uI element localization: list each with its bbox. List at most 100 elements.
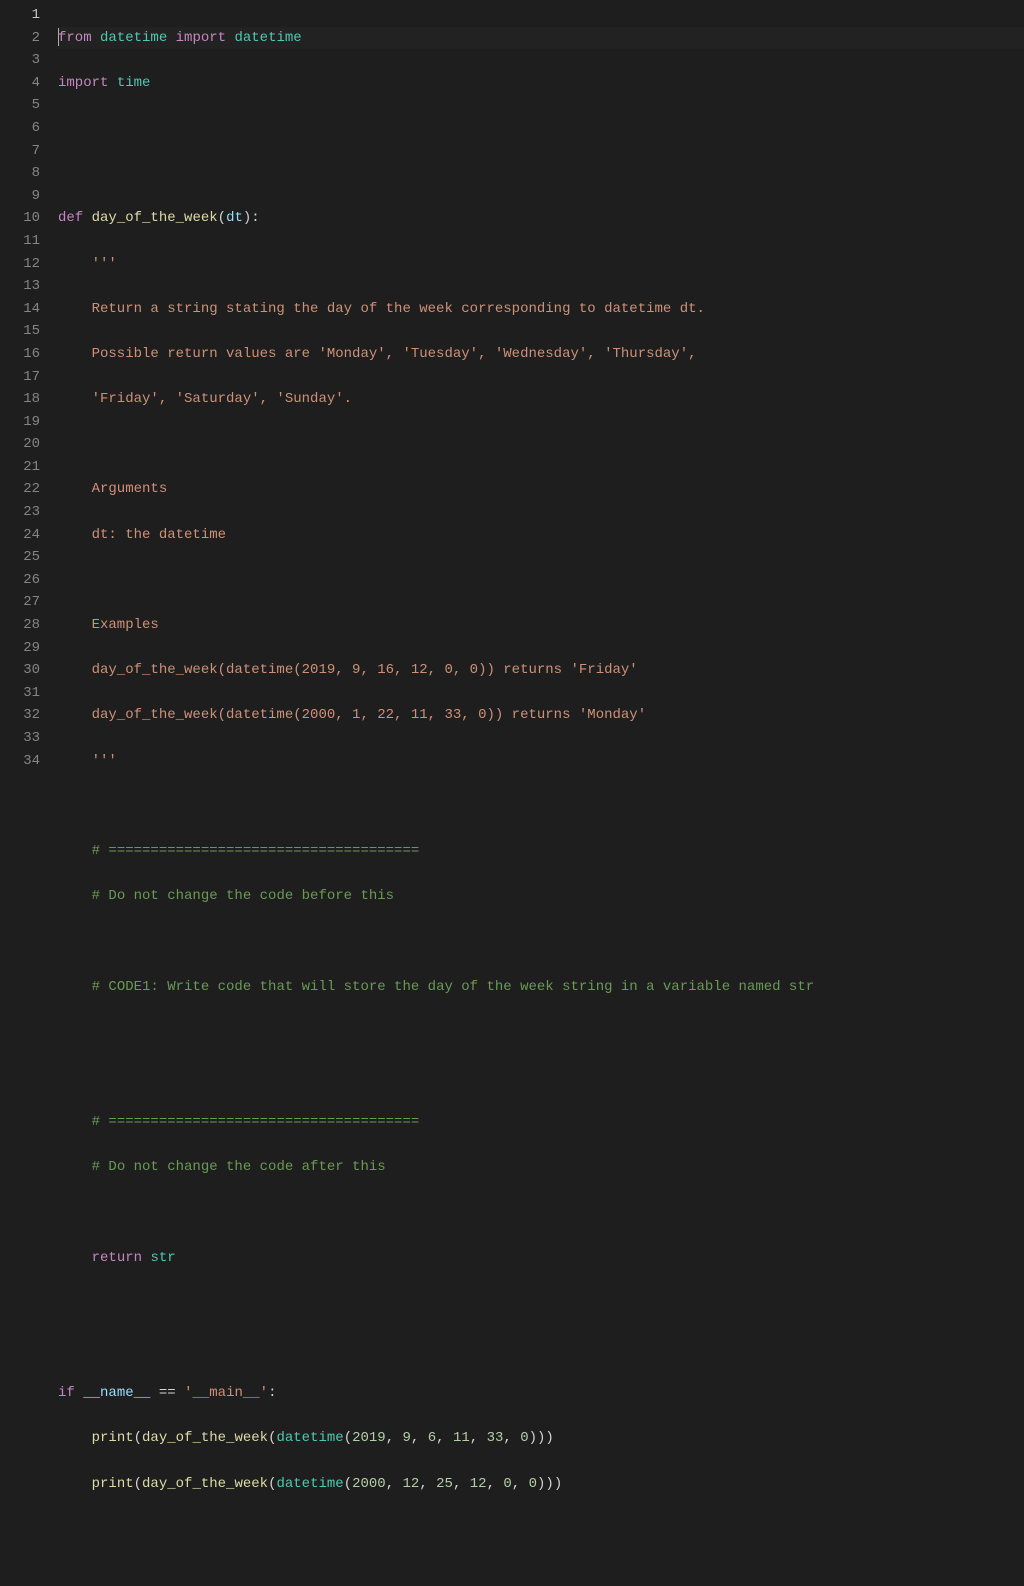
line-number: 20 bbox=[0, 433, 40, 456]
line-number: 16 bbox=[0, 343, 40, 366]
line-number: 13 bbox=[0, 275, 40, 298]
code-line[interactable] bbox=[58, 930, 1024, 953]
line-number: 32 bbox=[0, 704, 40, 727]
line-number: 21 bbox=[0, 456, 40, 479]
code-line[interactable]: day_of_the_week(datetime(2000, 1, 22, 11… bbox=[58, 704, 1024, 727]
module-token: datetime bbox=[100, 30, 167, 46]
keyword-token: def bbox=[58, 210, 83, 226]
function-token: day_of_the_week bbox=[92, 210, 218, 226]
class-token: datetime bbox=[234, 30, 301, 46]
number-token: 0 bbox=[520, 1430, 528, 1446]
line-number: 1 bbox=[0, 4, 40, 27]
class-token: datetime bbox=[276, 1430, 343, 1446]
line-number: 4 bbox=[0, 72, 40, 95]
code-line[interactable] bbox=[58, 117, 1024, 140]
line-number: 18 bbox=[0, 388, 40, 411]
comment-token: # ===================================== bbox=[92, 1114, 420, 1130]
code-line[interactable]: Examples bbox=[58, 614, 1024, 637]
line-number: 26 bbox=[0, 569, 40, 592]
code-line[interactable] bbox=[58, 1066, 1024, 1089]
code-line[interactable]: Return a string stating the day of the w… bbox=[58, 298, 1024, 321]
line-number: 23 bbox=[0, 501, 40, 524]
builtin-token: str bbox=[150, 1250, 175, 1266]
comment-token: # ===================================== bbox=[92, 843, 420, 859]
string-token: '__main__' bbox=[184, 1385, 268, 1401]
code-line[interactable] bbox=[58, 1518, 1024, 1541]
code-line[interactable]: # ===================================== bbox=[58, 840, 1024, 863]
code-line[interactable] bbox=[58, 1337, 1024, 1360]
line-number: 10 bbox=[0, 207, 40, 230]
line-number: 19 bbox=[0, 411, 40, 434]
code-line[interactable]: 'Friday', 'Saturday', 'Sunday'. bbox=[58, 388, 1024, 411]
code-line[interactable]: # CODE1: Write code that will store the … bbox=[58, 976, 1024, 999]
module-token: time bbox=[117, 75, 151, 91]
code-line[interactable]: ''' bbox=[58, 750, 1024, 773]
line-number: 27 bbox=[0, 591, 40, 614]
function-token: day_of_the_week bbox=[142, 1476, 268, 1492]
code-line[interactable] bbox=[58, 569, 1024, 592]
line-number: 9 bbox=[0, 185, 40, 208]
code-line[interactable]: # Do not change the code before this bbox=[58, 885, 1024, 908]
code-line[interactable]: # ===================================== bbox=[58, 1111, 1024, 1134]
docstring-token: Examples bbox=[58, 617, 159, 633]
number-token: 9 bbox=[403, 1430, 411, 1446]
number-token: 25 bbox=[436, 1476, 453, 1492]
number-token: 6 bbox=[428, 1430, 436, 1446]
docstring-token: Arguments bbox=[58, 481, 167, 497]
code-line[interactable]: def day_of_the_week(dt): bbox=[58, 207, 1024, 230]
code-line[interactable]: Possible return values are 'Monday', 'Tu… bbox=[58, 343, 1024, 366]
line-number: 31 bbox=[0, 682, 40, 705]
string-token: ''' bbox=[92, 753, 117, 769]
function-token: day_of_the_week bbox=[142, 1430, 268, 1446]
comment-token: # Do not change the code after this bbox=[92, 1159, 386, 1175]
line-number: 24 bbox=[0, 524, 40, 547]
operator-token: == bbox=[159, 1385, 176, 1401]
docstring-token: Return a string stating the day of the w… bbox=[58, 301, 705, 317]
line-number: 30 bbox=[0, 659, 40, 682]
keyword-token: from bbox=[58, 30, 92, 46]
class-token: datetime bbox=[276, 1476, 343, 1492]
code-line[interactable]: day_of_the_week(datetime(2019, 9, 16, 12… bbox=[58, 659, 1024, 682]
code-line[interactable]: print(day_of_the_week(datetime(2019, 9, … bbox=[58, 1427, 1024, 1450]
docstring-token: 'Friday', 'Saturday', 'Sunday'. bbox=[58, 391, 352, 407]
number-token: 12 bbox=[403, 1476, 420, 1492]
code-line[interactable] bbox=[58, 1201, 1024, 1224]
docstring-token: Possible return values are 'Monday', 'Tu… bbox=[58, 346, 697, 362]
keyword-token: import bbox=[176, 30, 226, 46]
number-token: 11 bbox=[453, 1430, 470, 1446]
line-number: 22 bbox=[0, 478, 40, 501]
number-token: 0 bbox=[529, 1476, 537, 1492]
line-number: 5 bbox=[0, 94, 40, 117]
docstring-token: day_of_the_week(datetime(2019, 9, 16, 12… bbox=[58, 662, 638, 678]
docstring-token: day_of_the_week(datetime(2000, 1, 22, 11… bbox=[58, 707, 646, 723]
code-line[interactable] bbox=[58, 1021, 1024, 1044]
code-line[interactable]: from datetime import datetime bbox=[58, 27, 1024, 50]
line-number: 17 bbox=[0, 366, 40, 389]
code-line[interactable] bbox=[58, 433, 1024, 456]
code-line[interactable] bbox=[58, 1292, 1024, 1315]
line-number: 11 bbox=[0, 230, 40, 253]
code-line[interactable]: import time bbox=[58, 72, 1024, 95]
code-line[interactable]: if __name__ == '__main__': bbox=[58, 1382, 1024, 1405]
number-token: 2019 bbox=[352, 1430, 386, 1446]
number-token: 33 bbox=[487, 1430, 504, 1446]
code-content[interactable]: from datetime import datetime import tim… bbox=[58, 4, 1024, 803]
code-line[interactable]: Arguments bbox=[58, 478, 1024, 501]
docstring-token: dt: the datetime bbox=[58, 527, 226, 543]
number-token: 12 bbox=[470, 1476, 487, 1492]
code-line[interactable]: print(day_of_the_week(datetime(2000, 12,… bbox=[58, 1473, 1024, 1496]
code-line[interactable]: return str bbox=[58, 1247, 1024, 1270]
code-editor[interactable]: 1 2 3 4 5 6 7 8 9 10 11 12 13 14 15 16 1… bbox=[0, 0, 1024, 803]
line-number-gutter: 1 2 3 4 5 6 7 8 9 10 11 12 13 14 15 16 1… bbox=[0, 4, 58, 803]
number-token: 2000 bbox=[352, 1476, 386, 1492]
code-line[interactable] bbox=[58, 795, 1024, 818]
param-token: dt bbox=[226, 210, 243, 226]
code-line[interactable]: dt: the datetime bbox=[58, 524, 1024, 547]
code-line[interactable]: ''' bbox=[58, 253, 1024, 276]
code-line[interactable]: # Do not change the code after this bbox=[58, 1156, 1024, 1179]
comment-token: # Do not change the code before this bbox=[92, 888, 394, 904]
line-number: 3 bbox=[0, 49, 40, 72]
line-number: 8 bbox=[0, 162, 40, 185]
line-number: 33 bbox=[0, 727, 40, 750]
code-line[interactable] bbox=[58, 162, 1024, 185]
